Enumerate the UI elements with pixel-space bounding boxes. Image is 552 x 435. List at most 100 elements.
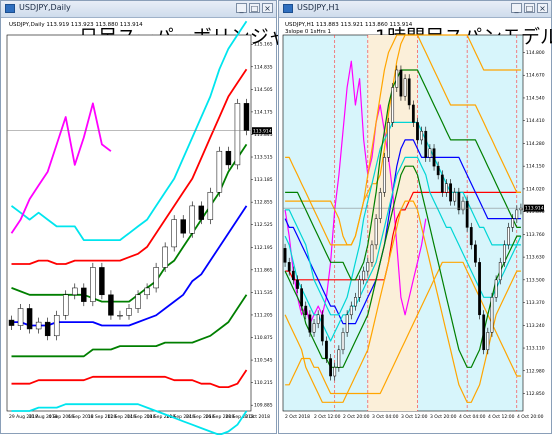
daily-bollinger-chart[interactable]: USDJPY,Daily 113.919 113.923 113.880 113… [1,1,278,435]
daily-chart-window[interactable]: USDJPY,Daily _ □ × USDJPY,Daily 113.919 … [0,0,278,435]
current-price-label: 113.914 [253,128,272,134]
candle [296,279,299,289]
y-tick-label: 114.670 [526,73,545,79]
close-button[interactable]: × [537,3,548,13]
plot-area [6,34,252,412]
h1-chart-window[interactable]: USDJPY,H1 _ □ × USDJPY,H1 113.883 113.92… [278,0,552,434]
candle [81,287,87,302]
candle [126,308,132,316]
y-tick-label: 113.240 [526,323,545,329]
candle [362,270,366,281]
candle [382,157,386,193]
series-line-4 [11,294,248,358]
y-tick-label: 112.980 [526,368,545,374]
candle [53,315,60,337]
chart-window-icon [5,4,15,13]
candle [8,319,15,326]
y-tick-label: 113.630 [526,255,545,261]
x-tick-label: 3 Oct 12:00 [401,414,428,420]
minimize-button[interactable]: _ [511,3,522,13]
y-tick-label: 112.525 [254,222,273,228]
h1-chart-header: USDJPY,H1 113.883 113.921 113.860 113.91… [285,22,413,28]
candle [333,367,337,377]
candle [325,340,328,359]
h1-chart-titlebar[interactable]: USDJPY,H1 _ □ × [279,1,551,18]
candle [486,332,490,351]
x-tick-label: 24 Sep 2018 [186,414,215,420]
candle [453,192,457,202]
candle [308,314,312,333]
candle [316,314,320,324]
candle [420,130,424,141]
x-tick-label: 4 Sep 2018 [48,414,74,420]
minimize-button[interactable]: _ [236,3,247,13]
candle [507,227,510,246]
candle [243,103,250,131]
candle [449,183,452,202]
x-tick-label: 10 Sep 2018 [88,414,117,420]
y-tick-label: 114.835 [254,64,273,70]
y-tick-label: 109.885 [254,403,273,409]
candle [153,267,159,289]
x-tick-label: 4 Oct 20:00 [517,414,544,420]
y-tick-label: 113.515 [254,155,273,161]
y-tick-label: 113.370 [526,300,545,306]
y-tick-label: 112.195 [254,245,273,251]
y-tick-label: 114.280 [526,141,545,147]
y-tick-label: 111.205 [254,312,273,318]
candle [445,183,448,193]
x-tick-label: 2 Oct 12:00 [314,414,341,420]
candle [465,200,469,228]
candle [300,288,304,307]
h1-chart-title: USDJPY,H1 [297,3,340,12]
daily-chart-titlebar[interactable]: USDJPY,Daily _ □ × [1,1,276,18]
maximize-button[interactable]: □ [524,3,535,13]
x-tick-label: 2 Oct 20:00 [343,414,370,420]
series-line-4 [284,139,521,325]
h1-span-model-chart[interactable]: USDJPY,H1 113.883 113.921 113.860 113.91… [279,1,552,435]
candle [312,323,316,333]
series-line-2 [11,143,248,303]
candle [304,305,308,316]
series-line-5 [11,369,248,388]
candle [478,262,481,316]
candle [320,314,324,342]
close-button[interactable]: × [262,3,273,13]
candle [117,315,123,317]
candle [345,314,349,333]
candle [17,308,24,326]
candle [341,332,345,351]
candle [428,148,432,158]
maximize-button[interactable]: □ [249,3,260,13]
series-line-0 [10,20,248,241]
candle [99,267,105,296]
candle [329,358,332,377]
x-tick-label: 28 Sep 2018 [225,414,254,420]
candle [291,270,295,281]
series-line-10 [284,200,521,403]
candle [283,248,287,263]
candle [515,209,519,219]
y-tick-label: 115.165 [254,42,273,48]
y-tick-label: 113.185 [254,177,273,183]
candle [407,78,411,106]
candle [144,287,150,296]
series-line-1 [285,34,521,246]
series-line-3 [11,205,248,327]
series-line-5 [285,121,521,316]
candle [35,321,42,330]
chart-window-icon [283,4,293,13]
current-price-box [524,204,544,212]
series-line-1 [11,68,248,265]
candle [90,267,96,302]
x-tick-label: 20 Sep 2018 [166,414,195,420]
candle [416,122,419,141]
y-tick-label: 114.540 [526,95,545,101]
candle [366,262,370,272]
candle [26,308,33,330]
candle [370,244,374,263]
candle [511,218,515,228]
x-tick-label: 14 Sep 2018 [127,414,156,420]
candle [216,150,223,193]
candle [207,191,214,220]
